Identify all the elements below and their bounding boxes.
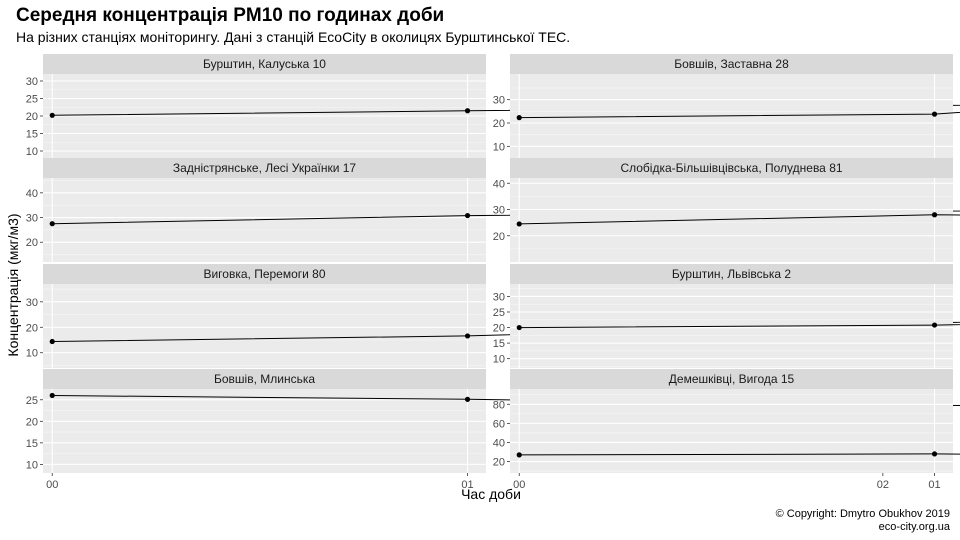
y-tick-label: 20 — [26, 416, 38, 428]
panel-title: Бурштин, Львівська 2 — [672, 267, 791, 281]
y-tick-label: 30 — [493, 291, 505, 303]
y-tick-label: 10 — [26, 459, 38, 471]
y-tick-label: 20 — [493, 323, 505, 335]
y-tick-label: 80 — [493, 399, 505, 411]
data-point — [931, 111, 938, 117]
x-tick-label: 00 — [46, 479, 58, 491]
x-axis-title: Час доби — [461, 486, 521, 502]
copyright-block: © Copyright: Dmytro Obukhov 2019 eco-cit… — [776, 508, 950, 534]
chart-subtitle: На різних станціях моніторингу. Дані з с… — [16, 29, 571, 45]
y-tick-label: 60 — [493, 418, 505, 430]
panel: Бурштин, Калуська 10 10 15 20 25 30 — [26, 54, 960, 158]
panel-title: Бурштин, Калуська 10 — [203, 57, 326, 71]
data-point — [516, 115, 522, 121]
y-tick-label: 20 — [26, 111, 38, 123]
panel-title: Демешківці, Вигода 15 — [669, 372, 795, 386]
y-tick-label: 30 — [26, 213, 38, 225]
y-axis-title: Концентрація (мкг/м3) — [5, 213, 21, 356]
x-tick-label: 02 — [877, 479, 889, 491]
data-point — [931, 451, 938, 457]
y-tick-label: 15 — [26, 438, 38, 450]
panel-title: Слобідка-Більшівцівська, Полуднева 81 — [620, 161, 842, 175]
y-tick-label: 20 — [493, 457, 505, 469]
y-tick-label: 20 — [26, 237, 38, 249]
panel-title: Виговка, Перемоги 80 — [203, 267, 325, 281]
copyright-site: eco-city.org.ua — [878, 521, 950, 533]
y-tick-label: 25 — [493, 307, 505, 319]
panel-strip — [510, 158, 953, 178]
data-point — [516, 221, 522, 227]
y-tick-label: 40 — [26, 188, 38, 200]
panel-strip — [43, 158, 486, 178]
panel: Демешківці, Вигода 152040608000010203040… — [493, 369, 960, 491]
plot-background — [510, 178, 953, 262]
data-point — [464, 108, 471, 114]
panel-strip — [510, 264, 953, 284]
x-tick-label: 00 — [513, 479, 525, 491]
y-tick-label: 25 — [26, 395, 38, 407]
y-tick-label: 20 — [26, 322, 38, 334]
plot-background — [510, 389, 953, 473]
panel-strip — [43, 264, 486, 284]
y-tick-label: 25 — [26, 94, 38, 106]
plot-background — [43, 284, 486, 368]
panel-strip — [43, 54, 486, 74]
panel: Виговка, Перемоги 80 10 20 30 — [26, 264, 960, 368]
data-point — [49, 338, 55, 345]
y-tick-label: 40 — [493, 178, 505, 190]
panel-strip — [510, 369, 953, 389]
y-tick-label: 30 — [26, 297, 38, 309]
panel: Задністрянське, Лесі Українки 17 20 30 40 — [26, 158, 960, 262]
panel: Бовшів, Млинська101520250001020304050607… — [26, 369, 960, 491]
data-point — [49, 112, 55, 118]
chart-title: Середня концентрація PM10 по годинах доб… — [16, 5, 445, 26]
data-point — [931, 212, 938, 218]
y-tick-label: 15 — [26, 129, 38, 141]
data-point — [516, 452, 522, 458]
panel-title: Задністрянське, Лесі Українки 17 — [173, 161, 357, 175]
y-tick-label: 30 — [493, 95, 505, 107]
y-tick-label: 10 — [493, 141, 505, 153]
y-tick-label: 15 — [493, 338, 505, 350]
y-tick-label: 30 — [493, 205, 505, 217]
y-tick-label: 10 — [493, 354, 505, 366]
panel-strip — [43, 369, 486, 389]
data-point — [49, 392, 55, 399]
data-point — [464, 396, 471, 402]
x-tick-label: 01 — [928, 479, 940, 491]
copyright-text: © Copyright: Dmytro Obukhov 2019 — [775, 508, 950, 520]
data-point — [49, 221, 55, 227]
y-tick-label: 10 — [26, 146, 38, 158]
data-point — [464, 212, 471, 219]
panel-title: Бовшів, Заставна 28 — [674, 57, 789, 71]
data-point — [516, 324, 522, 331]
y-tick-label: 30 — [26, 76, 38, 88]
panel: Бурштин, Львівська 2 10 15 20 25 30 — [493, 264, 960, 368]
panel-strip — [510, 54, 953, 74]
y-tick-label: 40 — [493, 437, 505, 449]
panel-title: Бовшів, Млинська — [214, 372, 315, 386]
y-tick-label: 20 — [493, 118, 505, 130]
data-point — [464, 333, 471, 339]
data-point — [931, 322, 938, 328]
plot-background — [43, 389, 486, 473]
panel: Слобідка-Більшівцівська, Полуднева 81 20 3… — [493, 158, 960, 262]
panel: Бовшів, Заставна 28 10 20 30 — [493, 54, 960, 158]
y-tick-label: 20 — [493, 231, 505, 243]
x-tick-label: 01 — [461, 479, 473, 491]
y-tick-label: 10 — [26, 348, 38, 360]
